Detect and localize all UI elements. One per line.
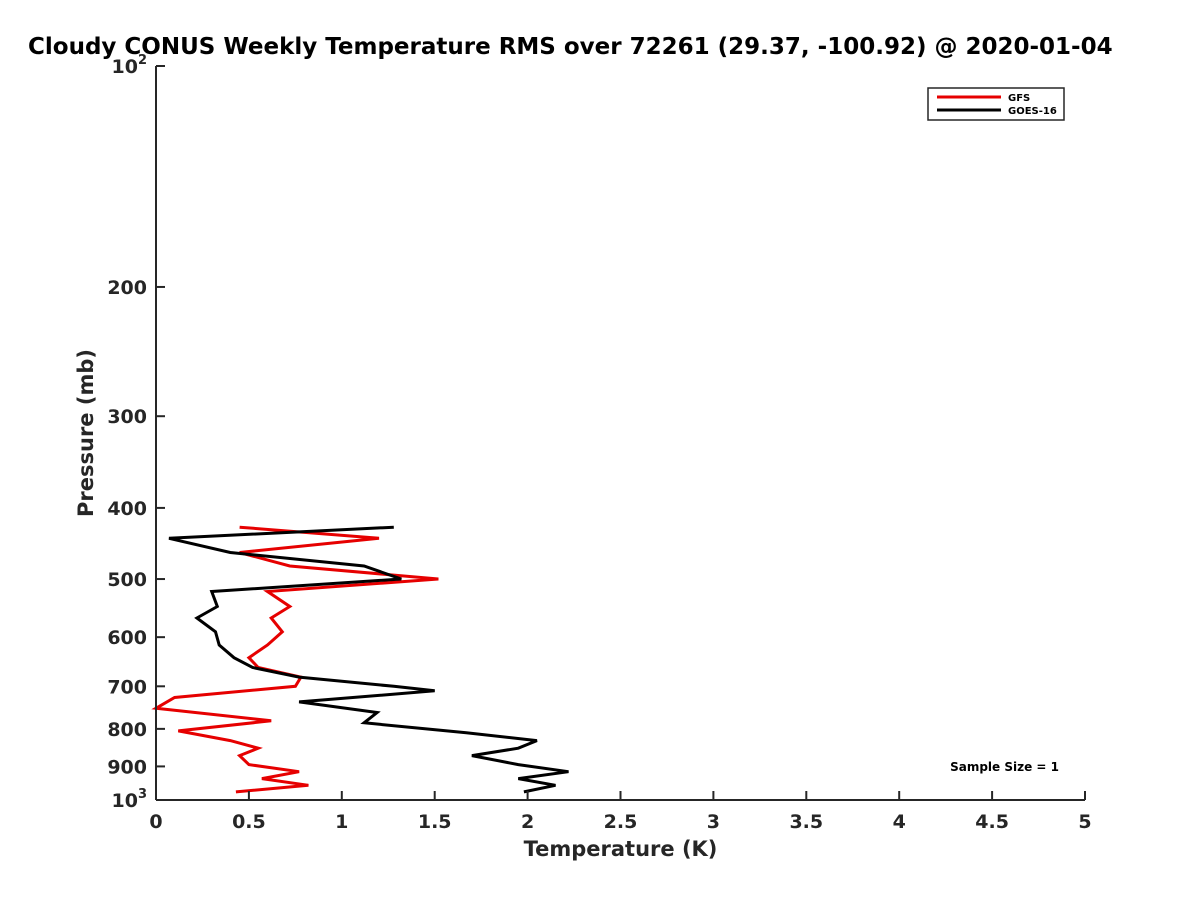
- x-tick-label: 3.5: [789, 811, 823, 833]
- y-tick-label: 800: [107, 719, 147, 741]
- x-tick-label: 5: [1078, 811, 1091, 833]
- y-tick-label: 200: [107, 277, 147, 299]
- y-axis-label: Pressure (mb): [74, 349, 98, 517]
- axes: [155, 66, 1085, 801]
- y-tick-label: 300: [107, 406, 147, 428]
- sample-size-note: Sample Size = 1: [950, 760, 1059, 774]
- legend: GFS GOES-16: [927, 87, 1065, 121]
- ticks: 0 0.5 1 1.5 2 2.5 3 3.5 4 4.5 5 102 200 300 400 500 600 7…: [107, 53, 1091, 833]
- x-tick-label: 0: [149, 811, 162, 833]
- y-tick-label: 103: [112, 787, 148, 812]
- y-tick-label: 500: [107, 569, 147, 591]
- plot-lines: [151, 525, 569, 794]
- series-line-gfs: [151, 525, 439, 794]
- x-tick-label: 0.5: [232, 811, 266, 833]
- x-tick-label: 3: [707, 811, 720, 833]
- legend-label-goes-16: GOES-16: [1008, 106, 1057, 117]
- x-tick-label: 1: [335, 811, 348, 833]
- legend-label-gfs: GFS: [1008, 93, 1030, 104]
- x-tick-label: 1.5: [418, 811, 452, 833]
- chart-title: Cloudy CONUS Weekly Temperature RMS over…: [28, 34, 1113, 60]
- x-tick-label: 4: [893, 811, 906, 833]
- x-tick-label: 2.5: [604, 811, 638, 833]
- series-line-goes-16: [168, 525, 569, 794]
- x-axis-label: Temperature (K): [524, 837, 718, 861]
- y-tick-label: 600: [107, 627, 147, 649]
- x-tick-label: 2: [521, 811, 534, 833]
- legend-box: [927, 87, 1065, 121]
- y-tick-label: 700: [107, 676, 147, 698]
- y-tick-label: 400: [107, 498, 147, 520]
- x-tick-label: 4.5: [975, 811, 1009, 833]
- y-tick-label: 102: [112, 53, 148, 78]
- y-tick-label: 900: [107, 756, 147, 778]
